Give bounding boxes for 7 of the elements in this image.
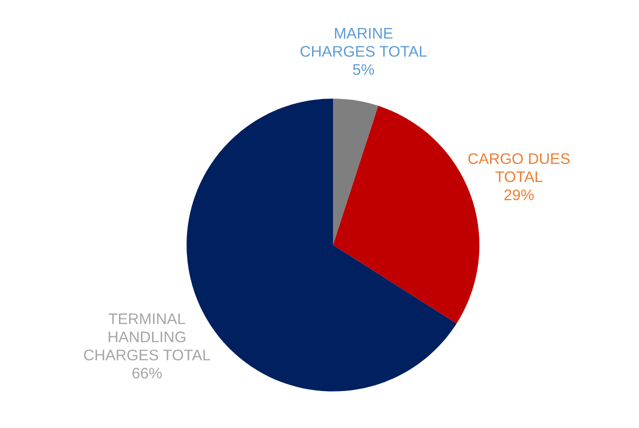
slice-label: CARGO DUES TOTAL (468, 153, 570, 182)
slice-label: TERMINAL HANDLING CHARGES TOTAL (84, 314, 210, 360)
data-label: 29% (504, 189, 534, 200)
slice-label: MARINE CHARGES TOTAL (300, 28, 427, 57)
pie-slice (333, 98, 378, 245)
data-label: 5% (353, 64, 374, 75)
data-label: 66% (132, 368, 162, 379)
